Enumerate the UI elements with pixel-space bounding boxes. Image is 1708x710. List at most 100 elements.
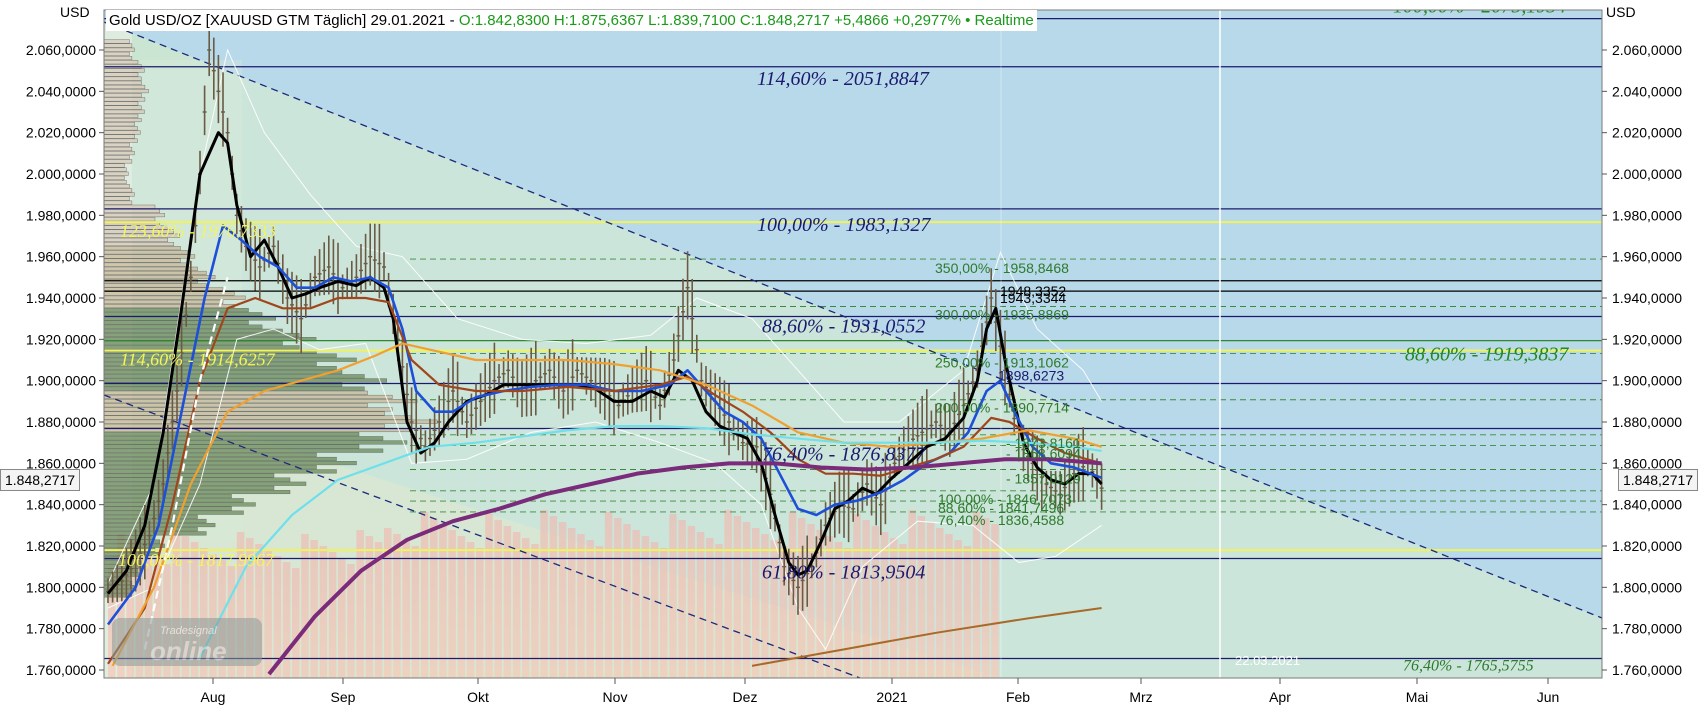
y-tick-label-left: 1.800,0000 [26,579,96,595]
volume-bar [752,528,760,678]
x-axis[interactable]: Aug Sep Okt Nov Dez 2021 Feb Mrz Apr Mai Jun [201,678,1560,705]
volume-profile-bar [104,266,198,271]
volume-bar [402,540,410,678]
volume-profile-bar [104,473,275,478]
volume-profile-bar [104,295,246,300]
x-tick-label: 2021 [876,689,907,705]
volume-profile-bar [104,452,317,457]
volume-profile-bar [104,308,249,313]
volume-profile-bar [104,444,360,449]
volume-bar [503,526,512,678]
volume-profile-bar [104,494,232,499]
volume-profile-bar [104,399,418,404]
volume-bar [209,554,217,678]
volume-profile-bar [104,213,165,218]
volume-profile [104,39,438,598]
level-label: 76,40% - 1765,5755 [1403,657,1534,674]
volume-bar [466,542,475,678]
volume-bar [135,546,144,678]
volume-bar [614,518,622,678]
volume-profile-bar [104,200,133,205]
volume-profile-bar [104,84,146,89]
volume-bar [108,568,116,678]
volume-bar [871,526,880,678]
volume-profile-bar [104,43,133,48]
volume-profile-bar [104,179,127,185]
volume-profile-bar [104,345,300,350]
volume-profile-bar [104,324,263,329]
volume-bar [476,548,484,678]
volume-bar [301,534,309,678]
y-tick-label-right: 2.000,0000 [1612,166,1682,182]
volume-profile-bar [104,155,130,160]
volume-profile-bar [104,80,142,85]
y-axis[interactable]: 1.760,0000 1.760,0000 1.780,0000 1.780,0000… [26,42,1682,678]
volume-bar [531,544,539,678]
volume-bar [669,514,677,678]
volume-profile-bar [104,188,133,193]
y-tick-label-right: 1.960,0000 [1612,249,1682,265]
volume-bar [246,538,254,678]
level-label: 76,40% - 1876,8377 [762,444,926,466]
volume-profile-bar [104,465,317,470]
volume-profile-bar [104,122,135,127]
level-label: 100,00% - 1983,1327 [757,214,931,236]
volume-bar [485,514,493,678]
volume-profile-bar [104,229,174,234]
volume-bar [779,546,788,678]
volume-bar [190,542,199,678]
volume-bar [595,546,604,678]
x-tick-label: Mai [1406,689,1429,705]
volume-profile-bar [104,105,142,110]
volume-bar [632,530,640,678]
volume-profile-bar [104,51,130,56]
volume-bar [733,516,742,678]
volume-bar [384,528,392,678]
y-tick-label-left: 1.880,0000 [26,414,96,430]
volume-profile-bar [104,171,129,176]
volume-profile-bar [104,374,365,379]
volume-profile-bar [104,419,438,424]
volume-profile-bar [104,113,139,118]
x-tick-label: Apr [1269,689,1291,705]
y-tick-label-right: 1.980,0000 [1612,207,1682,223]
volume-profile-bar [104,304,235,309]
volume-bar [604,512,613,678]
volume-bar [715,544,723,678]
volume-bar [236,532,245,678]
volume-profile-bar [104,320,249,325]
x-tick-label: Jun [1537,689,1560,705]
volume-bar [761,534,769,678]
volume-bar [310,540,318,678]
volume-bar [420,512,429,678]
y-tick-label-left: 2.000,0000 [26,166,96,182]
volume-bar [144,552,153,678]
volume-bar [954,540,962,678]
volume-profile-bar [104,254,196,259]
volume-profile-bar [104,481,307,486]
level-label: - 1868,6094 [1006,446,1081,462]
volume-bar [319,546,328,678]
volume-profile-bar [104,477,291,482]
volume-bar [862,520,870,678]
volume-bars [108,510,999,678]
volume-profile-bar [104,423,385,428]
volume-profile-bar [104,283,207,288]
volume-bar [696,532,705,678]
volume-profile-bar [104,56,133,61]
volume-profile-bar [104,506,232,511]
level-label: 123,60% - 1976,7333 [120,221,276,241]
watermark-bottom: online [150,636,227,666]
volume-profile-bar [104,527,198,532]
date-note: 22.03.2021 [1235,653,1300,668]
volume-bar [549,516,558,678]
y-tick-label-left: 1.980,0000 [26,207,96,223]
level-label: - 1873,8161 [1006,435,1081,451]
volume-bar [724,510,732,678]
volume-bar [770,540,778,678]
volume-profile-bar [104,353,337,358]
volume-profile-bar [104,72,139,77]
volume-profile-bar [104,456,337,461]
volume-profile-bar [104,448,384,453]
